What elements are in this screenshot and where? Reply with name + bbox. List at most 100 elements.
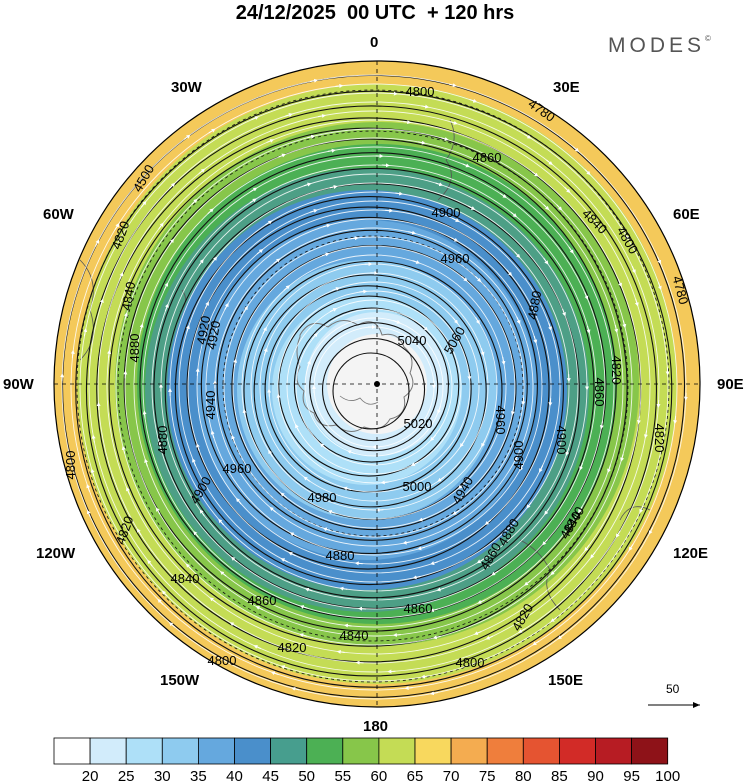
- contour-label: 4960: [441, 251, 470, 266]
- wind-arrow: [310, 78, 319, 83]
- wind-arrow: [542, 539, 548, 546]
- wind-arrow: [631, 266, 636, 274]
- wind-arrow: [673, 416, 678, 425]
- wind-arrow: [516, 316, 521, 325]
- wind-arrow: [94, 239, 100, 247]
- wind-arrow: [452, 317, 458, 324]
- svg-text:4840: 4840: [340, 628, 369, 643]
- wind-arrow: [307, 134, 316, 139]
- wind-arrow: [339, 586, 348, 591]
- wind-arrow: [429, 691, 438, 696]
- lon-label-30e: 30E: [553, 79, 580, 96]
- wind-arrow: [329, 308, 338, 313]
- wind-arrow: [440, 136, 449, 141]
- wind-arrow: [269, 506, 276, 513]
- svg-text:4920: 4920: [194, 315, 214, 346]
- lon-label-0: 0: [370, 34, 379, 51]
- wind-arrow: [564, 187, 571, 194]
- wind-arrow: [204, 301, 209, 309]
- wind-arrow: [317, 113, 326, 118]
- wind-arrow: [639, 505, 644, 514]
- wind-arrow: [83, 328, 88, 336]
- wind-arrow: [404, 686, 413, 691]
- colorbar-tick-label: 30: [154, 768, 171, 782]
- colorbar-tick-label: 60: [371, 768, 388, 782]
- wind-arrow: [199, 509, 205, 517]
- wind-arrow: [322, 223, 331, 228]
- contour-label: 4820: [609, 356, 624, 385]
- wind-arrow: [533, 335, 538, 344]
- lon-label-60e: 60E: [673, 206, 700, 223]
- wind-arrow: [476, 558, 484, 564]
- wind-arrow: [268, 449, 273, 457]
- colorbar-box: [53, 737, 91, 765]
- wind-arrow: [343, 623, 352, 628]
- wind-arrow: [123, 312, 128, 321]
- wind-arrow: [572, 146, 580, 152]
- wind-arrow: [532, 640, 540, 646]
- wind-arrow: [329, 185, 338, 189]
- wind-arrow: [336, 649, 345, 654]
- colorbar-tick-label: 75: [479, 768, 496, 782]
- wind-arrow: [209, 597, 217, 603]
- wind-arrow: [556, 204, 563, 211]
- wind-arrow: [430, 561, 438, 565]
- colorbar-box: [559, 737, 596, 765]
- colorbar-tick-label: 55: [334, 768, 351, 782]
- wind-arrow: [622, 320, 627, 329]
- svg-text:4860: 4860: [404, 601, 433, 616]
- wind-arrow: [657, 282, 662, 291]
- colorbar-box: [414, 737, 452, 765]
- colorbar-box: [378, 737, 416, 765]
- wind-arrow: [157, 598, 164, 605]
- wind-arrow: [462, 163, 470, 168]
- svg-text:4860: 4860: [592, 378, 607, 407]
- wind-arrow: [193, 530, 199, 538]
- lon-label-30w: 30W: [171, 79, 202, 96]
- colorbar-box: [631, 737, 669, 765]
- wind-arrow: [359, 289, 368, 294]
- colorbar-box: [161, 737, 199, 765]
- wind-arrow: [283, 285, 290, 291]
- wind-arrow: [192, 458, 196, 466]
- wind-arrow: [350, 236, 359, 241]
- wind-arrow: [253, 645, 262, 650]
- wind-arrow: [280, 492, 287, 499]
- wind-arrow: [448, 342, 453, 351]
- svg-text:4900: 4900: [511, 441, 526, 470]
- colorbar-tick-label: 65: [407, 768, 424, 782]
- contour-label: 4800: [406, 84, 435, 99]
- wind-arrow: [546, 159, 553, 166]
- wind-arrow: [147, 559, 153, 567]
- wind-arrow: [624, 233, 629, 241]
- wind-arrow: [303, 476, 311, 482]
- colorbar-tick-label: 70: [443, 768, 460, 782]
- svg-text:4880: 4880: [127, 334, 142, 363]
- wind-arrow: [196, 443, 200, 451]
- wind-arrow: [291, 686, 300, 691]
- svg-text:4900: 4900: [432, 205, 461, 220]
- wind-arrow: [119, 272, 124, 280]
- wind-arrow: [412, 260, 421, 264]
- wind-arrow: [657, 256, 662, 265]
- wind-arrow: [343, 486, 351, 491]
- wind-arrow: [251, 116, 259, 121]
- wind-arrow: [481, 439, 486, 448]
- wind-arrow: [208, 128, 216, 134]
- svg-text:4960: 4960: [441, 251, 470, 266]
- lon-label-90w: 90W: [3, 376, 34, 393]
- contour-label: 4840: [119, 281, 139, 312]
- lon-label-120e: 120E: [673, 545, 709, 562]
- colorbar-box: [522, 737, 560, 765]
- colorbar-box: [450, 737, 488, 765]
- wind-arrow: [263, 347, 268, 356]
- wind-arrow: [432, 635, 441, 640]
- wind-arrow: [510, 211, 518, 218]
- svg-text:4900: 4900: [554, 426, 569, 455]
- reference-vector-label: 50: [666, 682, 680, 696]
- wind-arrow: [262, 326, 267, 335]
- wind-arrow: [475, 317, 480, 325]
- wind-arrow: [452, 510, 460, 515]
- colorbar-box: [342, 737, 380, 765]
- wind-arrow: [243, 305, 248, 313]
